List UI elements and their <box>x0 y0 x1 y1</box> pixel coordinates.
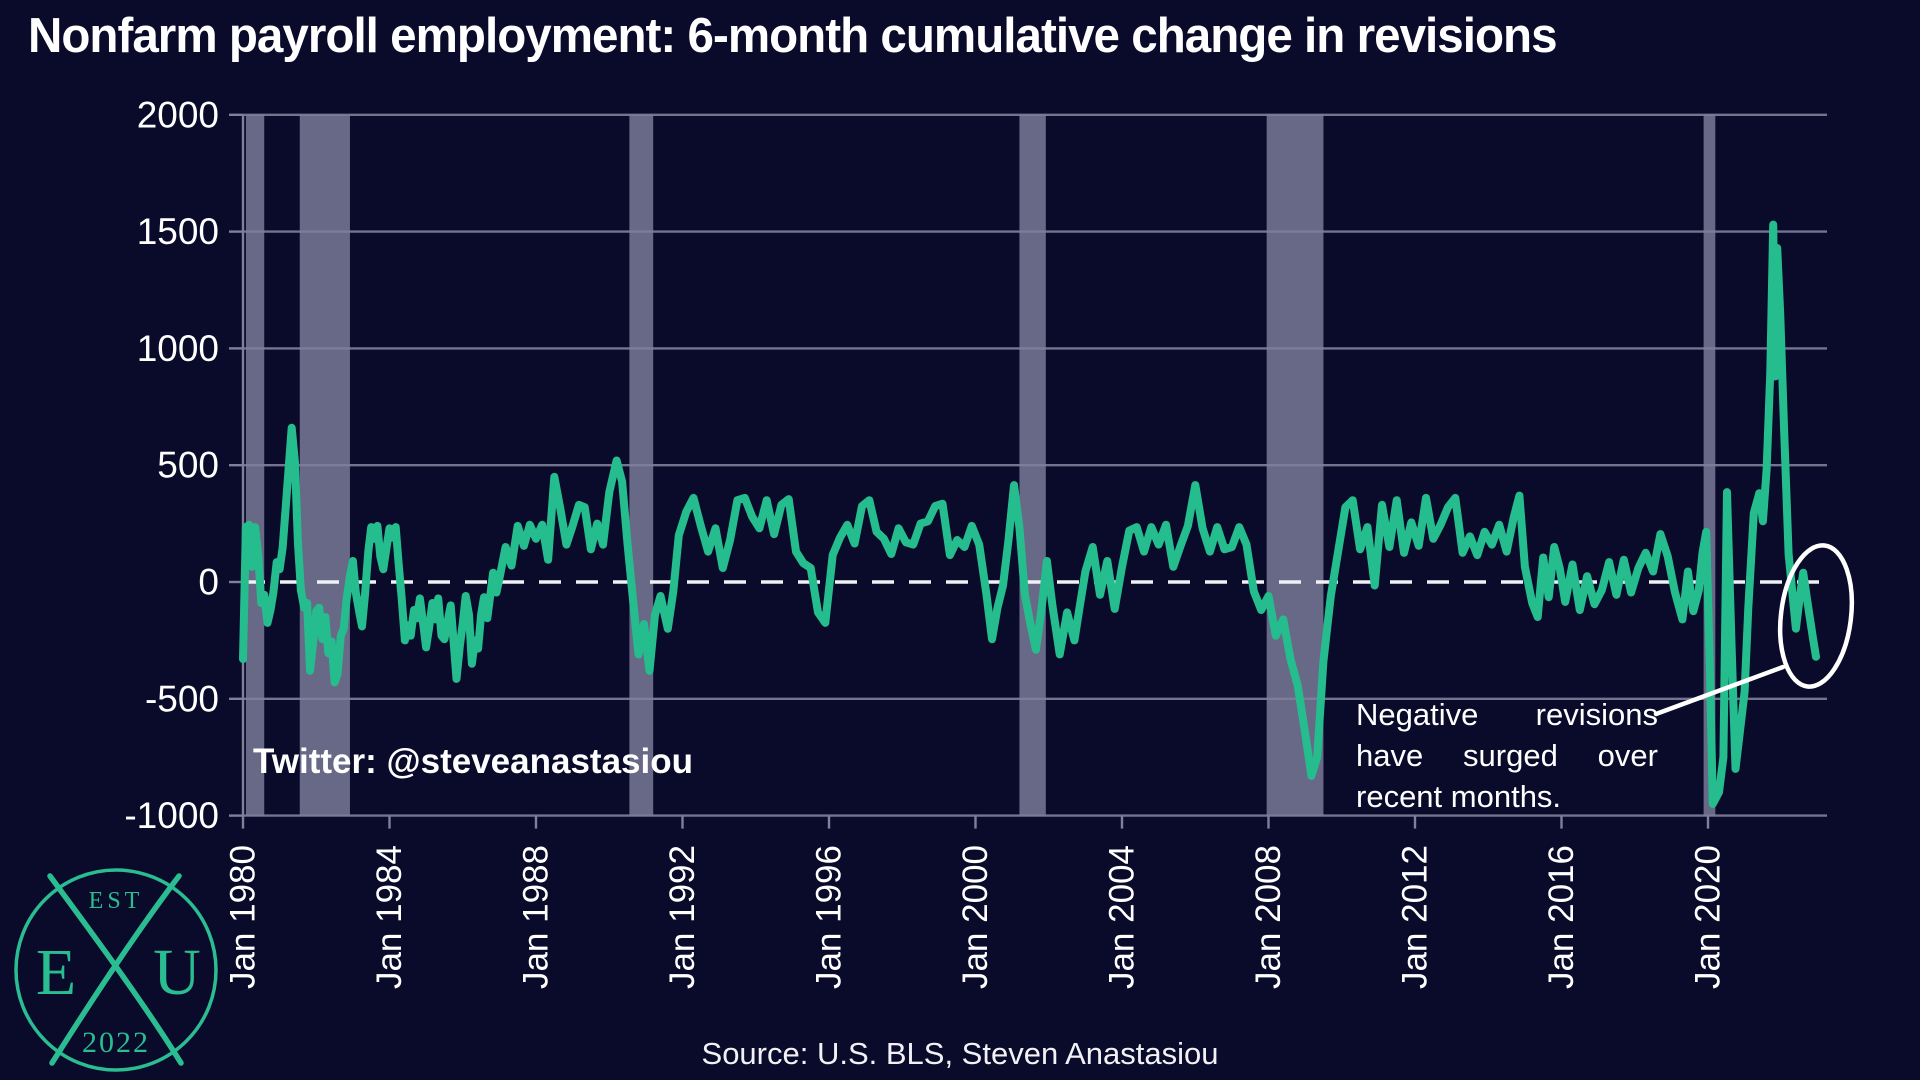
x-tick-label: Jan 2020 <box>1689 845 1728 989</box>
annotation-text: Negative revisions have surged over rece… <box>1356 697 1658 814</box>
x-tick-label: Jan 2008 <box>1249 845 1288 989</box>
logo-year-text: 2022 <box>82 1026 150 1059</box>
y-tick-label: -500 <box>145 678 219 719</box>
logo-x-icon <box>59 887 173 1051</box>
x-tick-label: Jan 1996 <box>810 845 849 989</box>
x-tick-label: Jan 2000 <box>956 845 995 989</box>
gridlines-layer <box>243 113 1827 817</box>
x-tick-label: Jan 2016 <box>1542 845 1581 989</box>
logo-est-text: EST <box>89 888 144 914</box>
y-tick-label: 1500 <box>137 211 219 252</box>
annotation-shapes-layer <box>1653 543 1855 717</box>
annotation-pointer-line <box>1653 664 1786 717</box>
logo-letter-u: U <box>153 936 201 1009</box>
axes-layer <box>229 113 1710 829</box>
y-tick-label: 2000 <box>137 94 219 135</box>
twitter-watermark: Twitter: @steveanastasiou <box>253 742 693 781</box>
x-tick-label: Jan 1988 <box>517 845 556 989</box>
logo-letter-e: E <box>36 936 76 1009</box>
series-line <box>239 220 1820 808</box>
source-credit: Source: U.S. BLS, Steven Anastasiou <box>701 1036 1219 1071</box>
chart-title: Nonfarm payroll employment: 6-month cumu… <box>28 9 1558 63</box>
x-tick-label: Jan 2012 <box>1396 845 1435 989</box>
eu-est-2022-logo: EST E U 2022 <box>14 868 218 1072</box>
y-tick-label: 500 <box>157 445 219 486</box>
series-layer <box>239 220 1820 808</box>
y-tick-label: 1000 <box>137 328 219 369</box>
logo-circle <box>14 868 218 1072</box>
x-tick-label: Jan 2004 <box>1103 845 1142 989</box>
y-tick-label: 0 <box>198 562 219 603</box>
x-tick-label: Jan 1992 <box>663 845 702 989</box>
annotation-ellipse <box>1777 543 1855 689</box>
x-tick-label: Jan 1984 <box>370 845 409 989</box>
y-tick-label: -1000 <box>124 795 219 836</box>
x-tick-label: Jan 1980 <box>224 845 263 989</box>
